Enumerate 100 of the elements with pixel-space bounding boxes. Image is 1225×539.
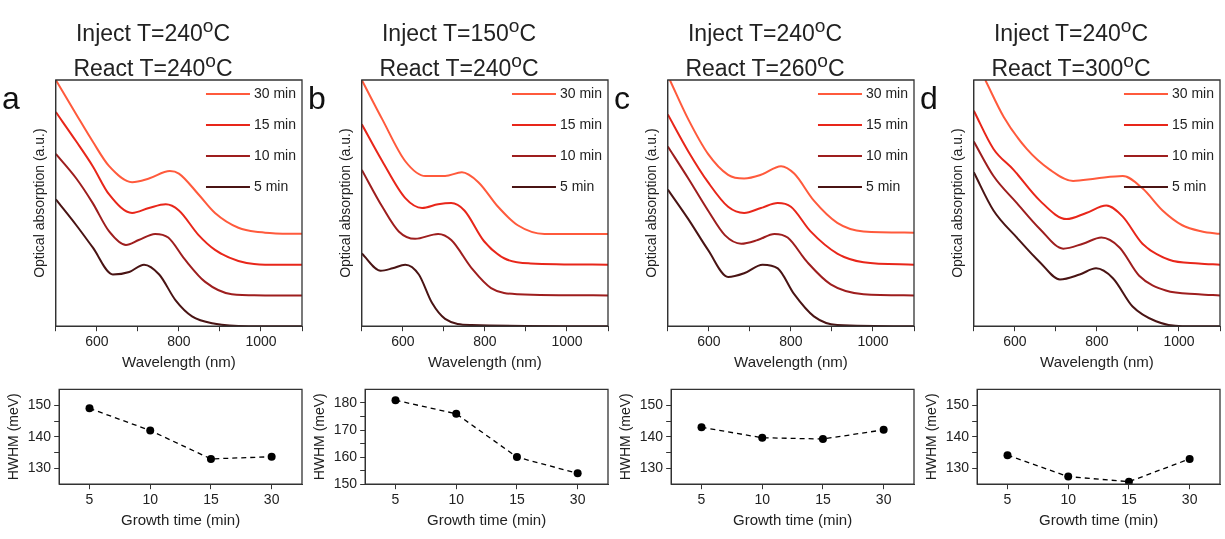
- point: [1003, 451, 1012, 460]
- y-tick-label: 150: [639, 396, 664, 413]
- y-tick-label: 180: [333, 393, 358, 410]
- legend-label: 30 min: [865, 84, 909, 101]
- chart-title: Inject T=240$^{o}$C: [686, 14, 844, 47]
- legend-label: 5 min: [1171, 177, 1207, 194]
- x-axis-title: Growth time (min): [732, 511, 853, 529]
- y-axis-title: Optical absorption (a.u.): [337, 128, 354, 278]
- x-tick-label: 1000: [857, 333, 889, 350]
- point: [1064, 472, 1073, 481]
- text: a: [2, 79, 20, 116]
- x-tick-label: 5: [391, 491, 400, 508]
- x-axis-title: Growth time (min): [120, 511, 241, 529]
- text: d: [920, 79, 938, 116]
- legend-label: 10 min: [1171, 146, 1215, 163]
- point: [573, 469, 582, 478]
- y-axis-title: HWHM (meV): [5, 393, 22, 481]
- legend-label: 10 min: [559, 146, 603, 163]
- chart-title: Inject T=240$^{o}$C: [74, 14, 232, 47]
- point: [879, 425, 888, 434]
- legend-label: 5 min: [559, 177, 595, 194]
- point: [391, 396, 400, 405]
- x-tick-label: 5: [697, 491, 706, 508]
- chart-subtitle: React T=240$^{o}$C: [72, 48, 234, 82]
- y-axis-title: HWHM (meV): [311, 393, 328, 481]
- y-tick-label: 150: [945, 396, 970, 413]
- x-tick-label: 600: [85, 333, 109, 350]
- y-tick-label: 150: [27, 396, 52, 413]
- legend-label: 15 min: [253, 115, 297, 132]
- y-axis-title: Optical absorption (a.u.): [31, 128, 48, 278]
- x-axis-title: Growth time (min): [1038, 511, 1159, 529]
- x-tick-label: 600: [697, 333, 721, 350]
- y-axis-title: HWHM (meV): [923, 393, 940, 481]
- x-axis-title: Wavelength (nm): [1040, 353, 1154, 371]
- x-tick-label: 5: [85, 491, 94, 508]
- chart-subtitle: React T=240$^{o}$C: [378, 48, 540, 82]
- chart-title: Inject T=150$^{o}$C: [380, 14, 538, 47]
- legend-label: 15 min: [1171, 115, 1215, 132]
- point: [452, 409, 461, 418]
- x-tick-label: 10: [754, 491, 771, 508]
- x-tick-label: 30: [1181, 491, 1198, 508]
- y-axis-title: Optical absorption (a.u.): [643, 128, 660, 278]
- x-tick-label: 800: [473, 333, 497, 350]
- point: [697, 423, 706, 432]
- x-tick-label: 10: [448, 491, 465, 508]
- x-tick-label: 1000: [551, 333, 583, 350]
- chart-title: Inject T=240$^{o}$C: [992, 14, 1150, 47]
- point: [512, 453, 521, 462]
- y-tick-label: 160: [333, 447, 358, 464]
- x-tick-label: 600: [1003, 333, 1027, 350]
- x-tick-label: 1000: [1163, 333, 1195, 350]
- point: [1185, 454, 1194, 463]
- y-tick-label: 130: [27, 459, 52, 476]
- legend-label: 10 min: [865, 146, 909, 163]
- x-tick-label: 15: [815, 491, 831, 508]
- chart-subtitle: React T=260$^{o}$C: [684, 48, 846, 82]
- x-axis-title: Wavelength (nm): [734, 353, 848, 371]
- y-axis-title: HWHM (meV): [617, 393, 634, 481]
- legend-label: 30 min: [559, 84, 603, 101]
- point: [267, 452, 276, 461]
- point: [206, 454, 215, 463]
- x-axis-title: Wavelength (nm): [122, 353, 236, 371]
- legend-label: 30 min: [253, 84, 297, 101]
- y-axis-title: Optical absorption (a.u.): [949, 128, 966, 278]
- legend-label: 15 min: [865, 115, 909, 132]
- legend-label: 5 min: [253, 177, 289, 194]
- y-tick-label: 140: [945, 427, 970, 444]
- x-tick-label: 15: [1121, 491, 1137, 508]
- x-tick-label: 800: [1085, 333, 1109, 350]
- legend-label: 15 min: [559, 115, 603, 132]
- y-tick-label: 140: [27, 427, 52, 444]
- x-tick-label: 800: [779, 333, 803, 350]
- y-tick-label: 130: [945, 459, 970, 476]
- point: [818, 435, 827, 444]
- x-tick-label: 600: [391, 333, 415, 350]
- chart-subtitle: React T=300$^{o}$C: [990, 48, 1152, 82]
- x-axis-title: Wavelength (nm): [428, 353, 542, 371]
- y-tick-label: 150: [333, 475, 358, 492]
- x-tick-label: 15: [203, 491, 219, 508]
- y-tick-label: 170: [333, 420, 358, 437]
- point: [146, 426, 155, 435]
- x-tick-label: 30: [875, 491, 892, 508]
- x-tick-label: 15: [509, 491, 525, 508]
- x-tick-label: 10: [1060, 491, 1077, 508]
- y-tick-label: 130: [639, 459, 664, 476]
- x-tick-label: 800: [167, 333, 191, 350]
- legend-label: 30 min: [1171, 84, 1215, 101]
- x-axis-title: Growth time (min): [426, 511, 547, 529]
- y-tick-label: 140: [639, 427, 664, 444]
- x-tick-label: 5: [1003, 491, 1012, 508]
- x-tick-label: 30: [569, 491, 586, 508]
- x-tick-label: 10: [142, 491, 159, 508]
- point: [85, 404, 94, 413]
- x-tick-label: 30: [263, 491, 280, 508]
- legend-label: 10 min: [253, 146, 297, 163]
- x-tick-label: 1000: [245, 333, 277, 350]
- text: c: [614, 79, 630, 116]
- point: [1124, 477, 1133, 485]
- legend-label: 5 min: [865, 177, 901, 194]
- text: b: [308, 79, 326, 116]
